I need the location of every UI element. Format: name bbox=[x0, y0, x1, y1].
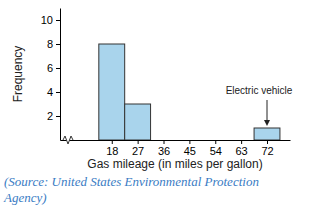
y-axis-title: Frequency bbox=[11, 46, 25, 103]
x-tick-mark bbox=[241, 140, 242, 144]
x-tick-mark bbox=[267, 140, 268, 144]
y-tick-mark bbox=[56, 116, 60, 117]
x-tick-mark bbox=[164, 140, 165, 144]
y-tick-label: 2 bbox=[47, 110, 53, 122]
x-axis: 18 27 36 45 54 63 72 bbox=[61, 140, 291, 157]
y-tick-mark bbox=[56, 20, 60, 21]
annotation-arrow bbox=[267, 100, 268, 123]
y-tick: 4 bbox=[47, 86, 60, 98]
annotation: Electric vehicle bbox=[226, 85, 293, 96]
y-tick-label: 6 bbox=[47, 62, 53, 74]
x-tick-mark bbox=[189, 140, 190, 144]
x-tick-label: 63 bbox=[236, 145, 248, 157]
y-tick: 10 bbox=[41, 14, 60, 26]
source: (Source: United States Environmental Pro… bbox=[4, 174, 304, 206]
x-tick-mark bbox=[215, 140, 216, 144]
x-tick: 63 bbox=[236, 140, 248, 157]
y-axis-line bbox=[60, 9, 61, 141]
y-tick-mark bbox=[56, 92, 60, 93]
x-tick: 27 bbox=[132, 140, 144, 157]
x-tick-mark bbox=[138, 140, 139, 144]
x-tick-mark bbox=[112, 140, 113, 144]
x-axis-title: Gas mileage (in miles per gallon) bbox=[87, 157, 262, 171]
bar bbox=[151, 140, 177, 141]
annotation-arrowhead bbox=[264, 120, 270, 126]
y-tick-mark bbox=[56, 68, 60, 69]
bar bbox=[228, 140, 254, 141]
x-tick: 54 bbox=[210, 140, 222, 157]
x-tick-label: 27 bbox=[132, 145, 144, 157]
x-tick: 18 bbox=[106, 140, 118, 157]
bar bbox=[99, 44, 125, 140]
x-tick: 45 bbox=[184, 140, 196, 157]
y-tick-label: 10 bbox=[41, 14, 53, 26]
x-tick-label: 36 bbox=[158, 145, 170, 157]
y-tick: 2 bbox=[47, 110, 60, 122]
x-tick-label: 45 bbox=[184, 145, 196, 157]
y-tick-mark bbox=[56, 44, 60, 45]
y-tick: 6 bbox=[47, 62, 60, 74]
x-tick-label: 18 bbox=[106, 145, 118, 157]
bar bbox=[202, 140, 228, 141]
bar bbox=[254, 128, 280, 140]
x-tick-label: 72 bbox=[261, 145, 273, 157]
x-axis-line bbox=[61, 140, 291, 141]
x-tick: 36 bbox=[158, 140, 170, 157]
chart: 18 27 36 45 54 63 72 2 4 6 8 10 Gas mileage (in mile… bbox=[0, 0, 309, 174]
y-tick: 8 bbox=[47, 38, 60, 50]
x-tick: 72 bbox=[261, 140, 273, 157]
x-tick-label: 54 bbox=[210, 145, 222, 157]
bar bbox=[125, 104, 151, 140]
bar bbox=[176, 140, 202, 141]
y-tick-label: 4 bbox=[47, 86, 53, 98]
y-tick-label: 8 bbox=[47, 38, 53, 50]
axis-break bbox=[63, 136, 73, 144]
y-axis: 2 4 6 8 10 bbox=[41, 9, 61, 141]
